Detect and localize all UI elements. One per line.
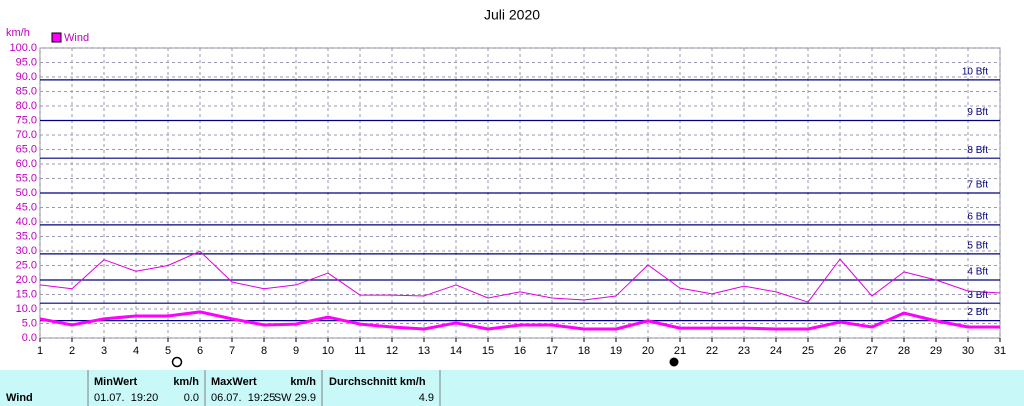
table-background	[0, 370, 1024, 406]
x-tick-label: 13	[418, 345, 430, 357]
x-tick-label: 26	[834, 345, 846, 357]
x-tick-label: 28	[898, 345, 910, 357]
data-line	[39, 310, 1000, 331]
x-tick-label: 22	[706, 345, 718, 357]
y-axis-label: km/h	[6, 27, 30, 39]
x-tick-label: 3	[101, 345, 107, 357]
x-tick-label: 2	[69, 345, 75, 357]
legend-label: Wind	[64, 32, 89, 44]
reference-label: 4 Bft	[967, 267, 988, 278]
y-tick-label: 20.0	[16, 274, 37, 286]
reference-label: 9 Bft	[967, 107, 988, 118]
table-value: 0.0	[184, 392, 199, 404]
x-tick-label: 20	[642, 345, 654, 357]
moon-new	[669, 357, 679, 367]
reference-label: 8 Bft	[967, 145, 988, 156]
y-tick-label: 40.0	[16, 216, 37, 228]
x-tick-label: 24	[770, 345, 782, 357]
y-tick-label: 30.0	[16, 245, 37, 257]
table-time: 01.07. 19:20	[94, 392, 158, 404]
x-tick-label: 16	[514, 345, 526, 357]
table-time: 06.07. 19:25	[211, 392, 275, 404]
x-tick-label: 19	[610, 345, 622, 357]
x-tick-label: 17	[546, 345, 558, 357]
reference-label: 7 Bft	[967, 180, 988, 191]
x-tick-label: 6	[197, 345, 203, 357]
x-tick-label: 21	[674, 345, 686, 357]
x-tick-label: 29	[930, 345, 942, 357]
x-tick-label: 9	[293, 345, 299, 357]
table-unit: km/h	[173, 376, 199, 388]
y-tick-label: 35.0	[16, 230, 37, 242]
y-tick-label: 65.0	[16, 143, 37, 155]
x-tick-label: 5	[165, 345, 171, 357]
x-tick-label: 15	[482, 345, 494, 357]
x-tick-label: 30	[962, 345, 974, 357]
y-tick-label: 70.0	[16, 129, 37, 141]
x-tick-label: 7	[229, 345, 235, 357]
table-borders	[87, 370, 441, 406]
reference-label: 2 Bft	[967, 307, 988, 318]
x-tick-label: 12	[386, 345, 398, 357]
x-tick-label: 31	[994, 345, 1006, 357]
x-tick-label: 18	[578, 345, 590, 357]
y-tick-label: 80.0	[16, 100, 37, 112]
table-row-label: Wind	[6, 392, 33, 404]
x-tick-label: 1	[37, 345, 43, 357]
data-line	[39, 250, 1001, 303]
y-tick-label: 45.0	[16, 201, 37, 213]
y-tick-label: 85.0	[16, 85, 37, 97]
y-tick-label: 55.0	[16, 172, 37, 184]
reference-label: 3 Bft	[967, 290, 988, 301]
x-tick-label: 8	[261, 345, 267, 357]
y-tick-label: 0.0	[22, 332, 37, 344]
x-tick-label: 11	[354, 345, 365, 357]
x-tick-label: 10	[322, 345, 334, 357]
x-tick-label: 4	[133, 345, 139, 357]
reference-label: 10 Bft	[962, 67, 988, 78]
table-unit: km/h	[290, 376, 316, 388]
x-tick-label: 25	[802, 345, 814, 357]
y-tick-label: 10.0	[16, 303, 37, 315]
legend-swatch	[51, 32, 62, 43]
y-tick-label: 25.0	[16, 259, 37, 271]
y-tick-label: 60.0	[16, 158, 37, 170]
table-header: MinWert	[94, 376, 138, 388]
table-value: SW 29.9	[274, 392, 316, 404]
reference-label: 6 Bft	[967, 212, 988, 223]
x-tick-label: 27	[866, 345, 878, 357]
chart-title: Juli 2020	[484, 7, 540, 23]
y-tick-label: 75.0	[16, 114, 37, 126]
table-value: 4.9	[419, 392, 434, 404]
y-tick-label: 5.0	[22, 317, 37, 329]
y-tick-label: 90.0	[16, 71, 37, 83]
y-tick-label: 100.0	[9, 42, 37, 54]
moon-full	[171, 356, 183, 368]
x-tick-label: 14	[450, 345, 462, 357]
reference-label: 5 Bft	[967, 241, 988, 252]
y-tick-label: 15.0	[16, 288, 37, 300]
table-header: Durchschnitt km/h	[329, 376, 426, 388]
y-tick-label: 50.0	[16, 187, 37, 199]
x-tick-label: 23	[738, 345, 750, 357]
y-tick-label: 95.0	[16, 56, 37, 68]
table-header: MaxWert	[211, 376, 257, 388]
